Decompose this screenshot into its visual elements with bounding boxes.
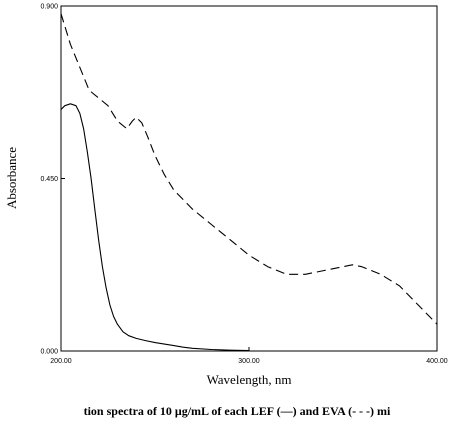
series-line-solid (60, 103, 250, 352)
y-tick-label: 0.450 (40, 176, 58, 183)
series-line-dashed (60, 13, 438, 325)
series-layer (60, 13, 438, 352)
x-axis-ticks: 200.00 300.00 400.00 (50, 347, 448, 365)
plot-frame (60, 5, 438, 352)
x-tick-label: 400.00 (426, 358, 448, 365)
x-tick-label: 300.00 (238, 358, 260, 365)
x-tick-label: 200.00 (50, 358, 72, 365)
x-axis-title: Wavelength, nm (207, 372, 292, 387)
y-tick-label: 0.000 (40, 349, 58, 356)
y-axis-title: Absorbance (4, 147, 19, 209)
y-axis-ticks: 0.000 0.450 0.900 (40, 4, 65, 356)
y-tick-label: 0.900 (40, 4, 58, 11)
figure-caption: tion spectra of 10 μg/mL of each LEF (—)… (83, 404, 391, 418)
